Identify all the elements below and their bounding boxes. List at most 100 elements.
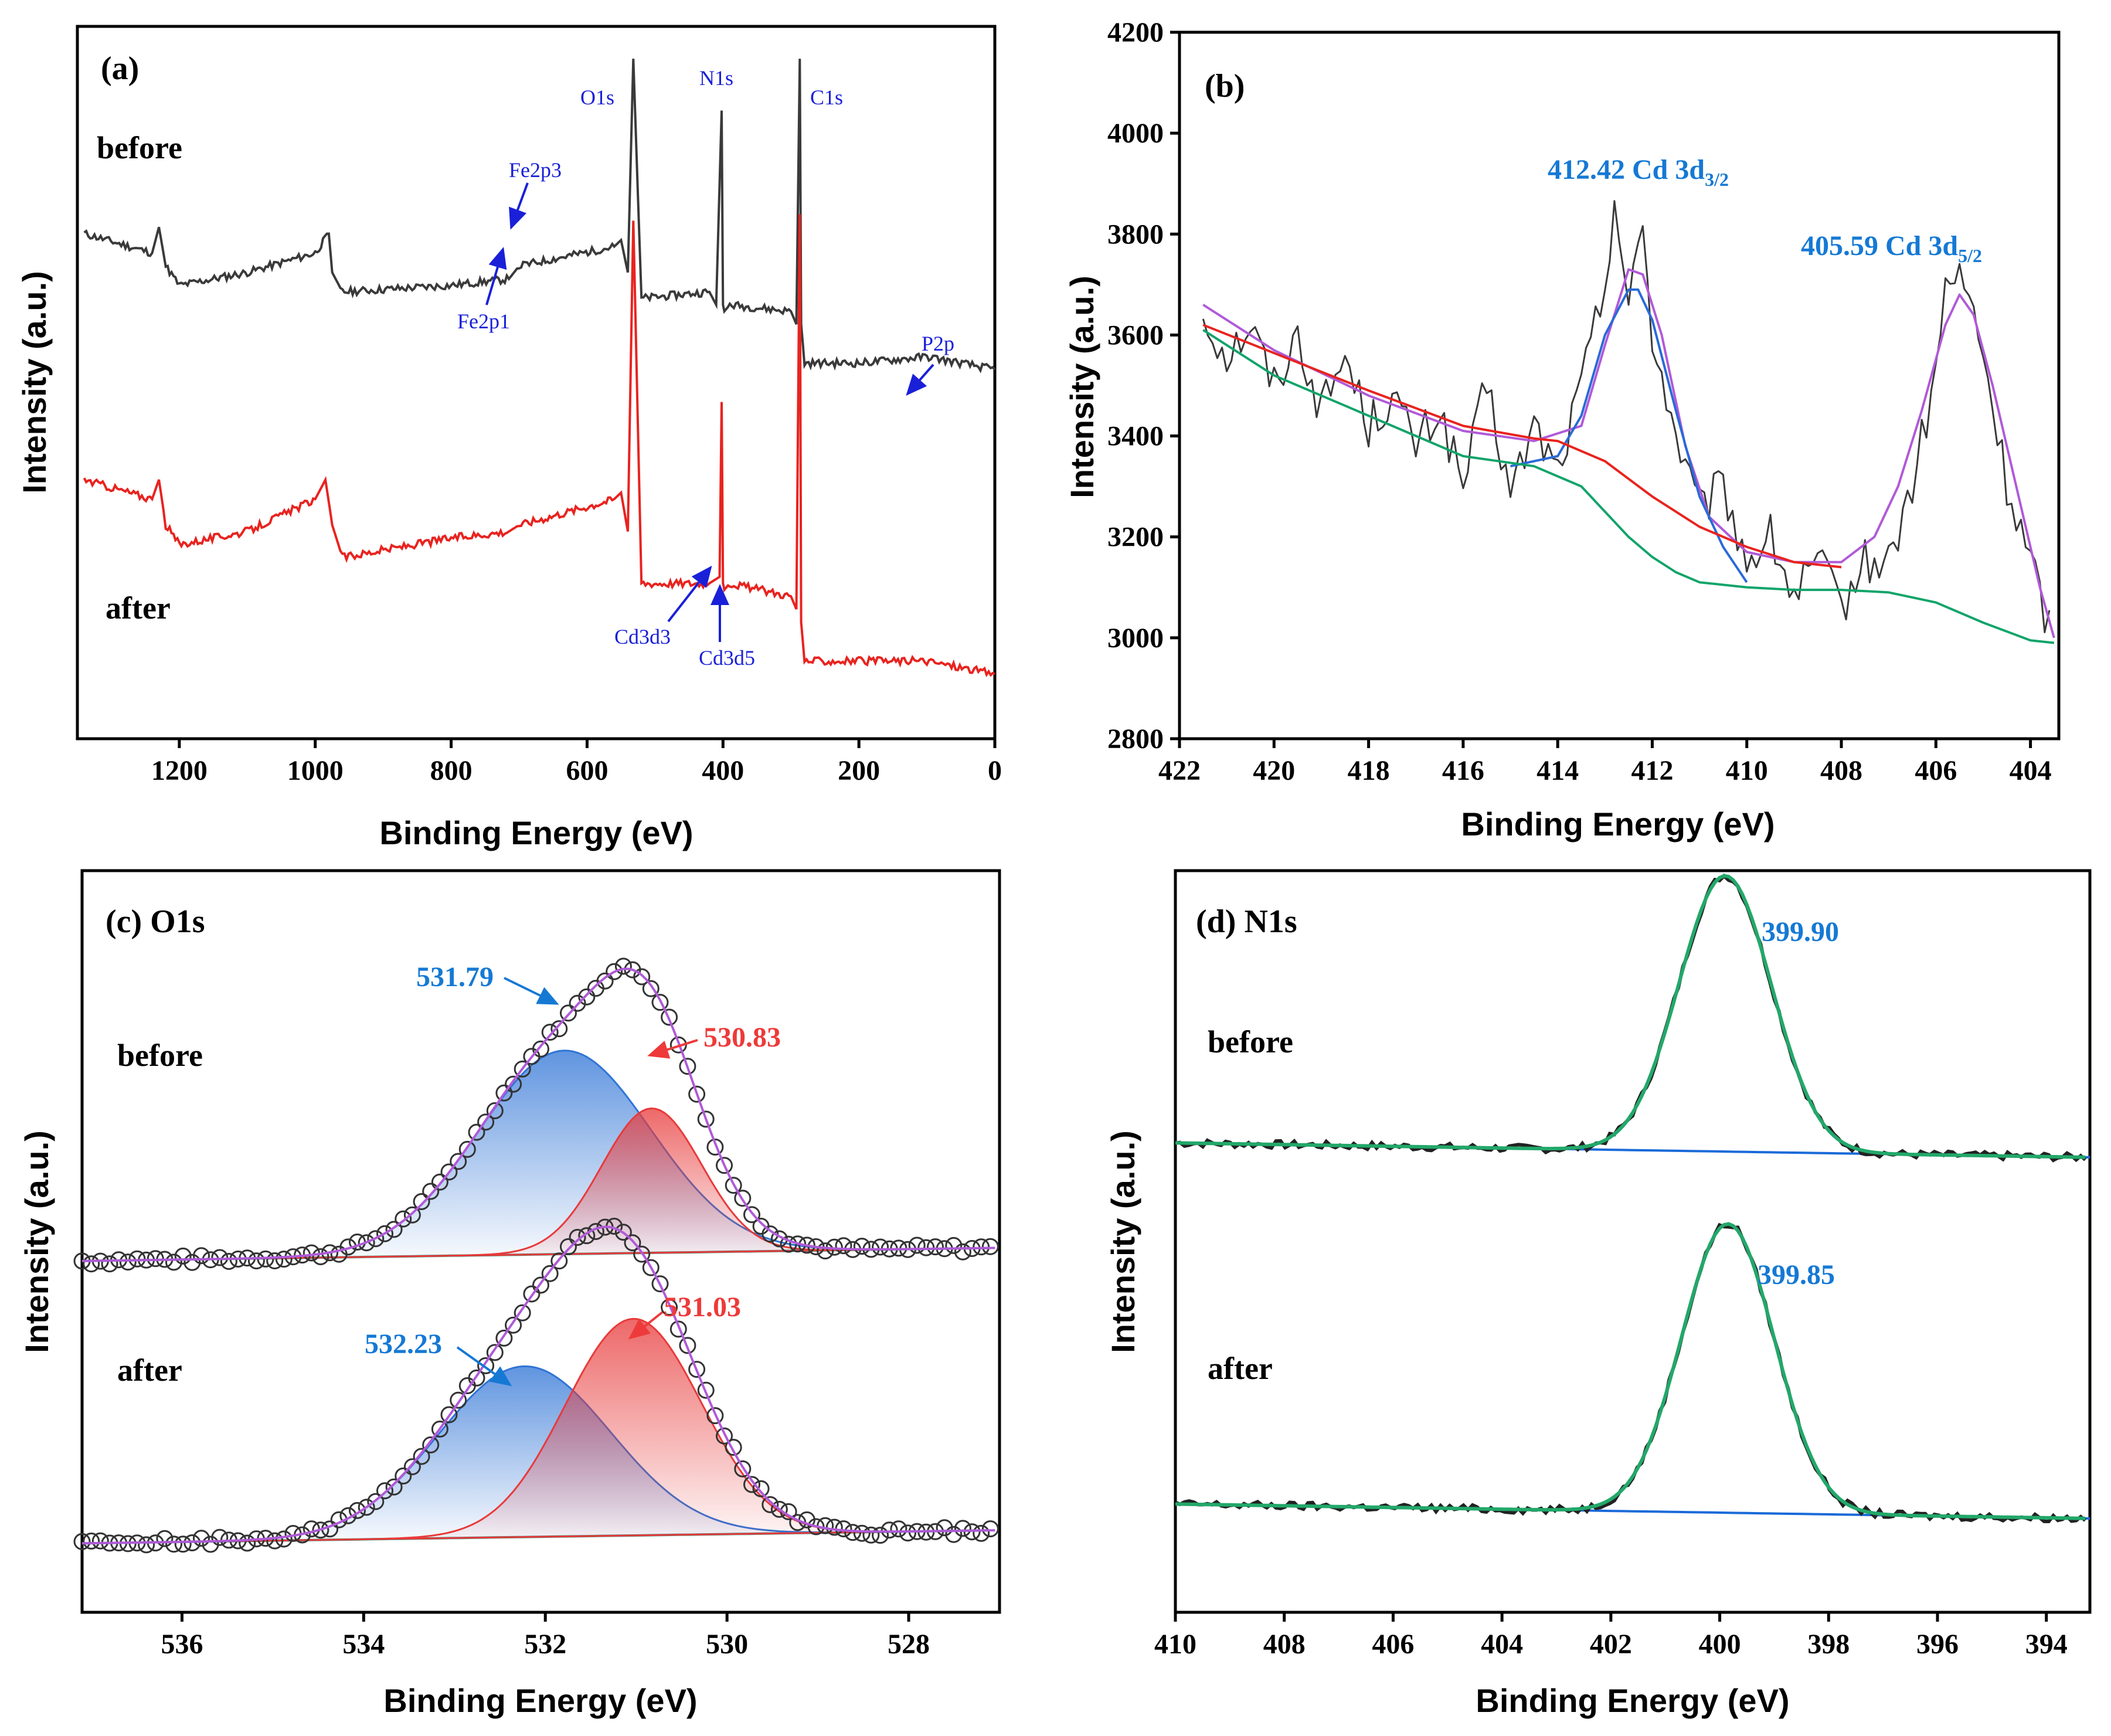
- panel-c-raw-point: [569, 1229, 586, 1246]
- annotation-531-03: 531.03: [664, 1292, 741, 1323]
- annotation-fe2p1: Fe2p1: [457, 310, 510, 333]
- annotation-532-23: 532.23: [365, 1329, 442, 1360]
- arrow-532-23: [456, 1346, 512, 1387]
- panel-c-raw-point: [541, 1265, 559, 1282]
- panel-b-x-tick-label: 406: [1915, 755, 1957, 786]
- panel-c-after-label: after: [117, 1353, 182, 1388]
- panel-d-x-tick-label: 398: [1807, 1629, 1850, 1660]
- cd3d-line-envelope: [1202, 268, 2055, 638]
- panel-c-raw-point: [973, 1524, 990, 1542]
- panel-c-raw-point: [954, 1243, 971, 1261]
- panel-c-raw-point: [734, 1190, 752, 1207]
- panel-c-raw-point: [376, 1225, 393, 1242]
- panel-b: 422 420 418 416 414 412 410 408 406 404 2800 3000 32…: [1063, 17, 2061, 842]
- panel-c-raw-point: [569, 994, 586, 1012]
- panel-d-after-label: after: [1208, 1351, 1273, 1386]
- panel-d-before-label: before: [1208, 1024, 1293, 1059]
- panel-c-raw-point: [734, 1460, 752, 1477]
- panel-b-x-tick-label: 418: [1348, 755, 1390, 786]
- panel-a-x-tick-label: 600: [566, 755, 608, 786]
- panel-d-x-tick-label: 408: [1263, 1629, 1306, 1660]
- panel-c-raw-point: [376, 1482, 393, 1500]
- panel-c-x-tick-label: 534: [342, 1629, 385, 1660]
- panel-c-raw-point: [505, 1075, 522, 1093]
- annotation-399-85: 399.85: [1758, 1259, 1835, 1290]
- panel-d-x-ticks: 410 408 406 404 402 400 398 396 394: [1154, 1612, 2068, 1660]
- panel-c-raw-point: [954, 1520, 971, 1537]
- panel-d-frame: [1174, 869, 2092, 1614]
- panel-c-series: [73, 957, 999, 1554]
- panel-c-raw-point: [413, 1193, 430, 1210]
- panel-d-series: [1174, 873, 2090, 1523]
- panel-c-raw-point: [945, 1526, 963, 1543]
- panel-d-envelope-after: [1175, 1222, 2086, 1520]
- panel-c-raw-point: [578, 1227, 596, 1245]
- arrow-531-79: [504, 977, 559, 1005]
- panel-a-x-tick-label: 0: [988, 755, 1002, 786]
- panel-c-raw-point: [697, 1110, 715, 1128]
- panel-b-y-tick-label: 2800: [1107, 723, 1164, 755]
- panel-c-raw-point: [211, 1249, 229, 1266]
- panel-c-raw-point: [835, 1237, 852, 1255]
- panel-c-y-axis-label: Intensity (a.u.): [18, 1130, 55, 1353]
- panel-c-x-tick-label: 536: [161, 1629, 203, 1660]
- panel-c-raw-point: [614, 1224, 632, 1241]
- panel-c-raw-point: [817, 1242, 834, 1260]
- panel-a-series: [83, 59, 996, 678]
- panel-c-raw-point: [981, 1520, 999, 1538]
- panel-c-raw-point: [716, 1157, 733, 1174]
- panel-c-raw-point: [468, 1369, 485, 1387]
- panel-c-raw-point: [211, 1528, 229, 1546]
- panel-c-raw-point: [413, 1448, 430, 1465]
- panel-a-x-tick-label: 1000: [287, 755, 344, 786]
- panel-c-raw-point: [743, 1206, 760, 1224]
- panel-b-x-tick-label: 408: [1820, 755, 1862, 786]
- panel-c-raw-point: [853, 1238, 871, 1255]
- annotation-o1s: O1s: [580, 86, 614, 109]
- panel-c-raw-point: [193, 1247, 210, 1265]
- panel-a-frame: [76, 25, 997, 740]
- survey-line-before: [83, 59, 996, 373]
- panel-d: 410 408 406 404 402 400 398 396 394 (d) N1s befo…: [1104, 869, 2092, 1719]
- panel-c-raw-point: [349, 1501, 366, 1519]
- arrow-p2p: [906, 363, 934, 396]
- panel-c-raw-point: [275, 1251, 293, 1268]
- panel-b-y-tick-label: 3800: [1107, 219, 1164, 250]
- panel-c-raw-point: [550, 1252, 568, 1270]
- panel-b-y-tick-label: 3200: [1107, 522, 1164, 553]
- panel-a-before-label: before: [97, 130, 182, 165]
- panel-a-x-tick-label: 200: [838, 755, 880, 786]
- panel-c-raw-point: [495, 1329, 513, 1347]
- panel-a-x-tick-label: 1200: [151, 755, 208, 786]
- annotation-fe2p3: Fe2p3: [509, 158, 562, 182]
- annotation-n1s: N1s: [699, 66, 733, 90]
- panel-c-raw-point: [83, 1255, 100, 1273]
- panel-c-raw-point: [239, 1534, 256, 1552]
- panel-c-raw-point: [91, 1532, 109, 1550]
- panel-c-x-tick-label: 532: [524, 1629, 566, 1660]
- panel-a: 1200 1000 800 600 400 200 0 (a) before after B…: [16, 25, 1002, 851]
- panel-c-label: (c) O1s: [106, 903, 205, 940]
- panel-c-raw-point: [495, 1084, 513, 1102]
- annotation-405: 405.59 Cd 3d5/2: [1801, 230, 1982, 266]
- panel-c-raw-point: [661, 1299, 678, 1316]
- arrow-fe2p3: [509, 182, 529, 230]
- panel-c-raw-point: [486, 1102, 504, 1119]
- panel-a-x-ticks: 1200 1000 800 600 400 200 0: [151, 739, 1002, 786]
- panel-d-y-axis-label: Intensity (a.u.): [1104, 1130, 1141, 1353]
- panel-c-raw-point: [266, 1252, 284, 1269]
- panel-c-raw-point: [541, 1024, 559, 1041]
- arrow-cd3d3: [667, 565, 712, 623]
- panel-a-after-label: after: [106, 590, 171, 626]
- panel-c-raw-point: [119, 1253, 137, 1271]
- panel-c-raw-point: [560, 1004, 577, 1022]
- panel-c-raw-point: [798, 1236, 815, 1254]
- panel-c-raw-point: [450, 1391, 467, 1409]
- panel-c-x-tick-label: 530: [706, 1629, 748, 1660]
- panel-c-raw-point: [633, 1245, 651, 1263]
- panel-c-raw-point: [725, 1439, 742, 1456]
- panel-c-x-ticks: 536 534 532 530 528: [161, 1612, 930, 1660]
- panel-c-raw-point: [853, 1524, 871, 1542]
- panel-b-y-tick-label: 3600: [1107, 320, 1164, 351]
- panel-d-x-tick-label: 406: [1372, 1629, 1414, 1660]
